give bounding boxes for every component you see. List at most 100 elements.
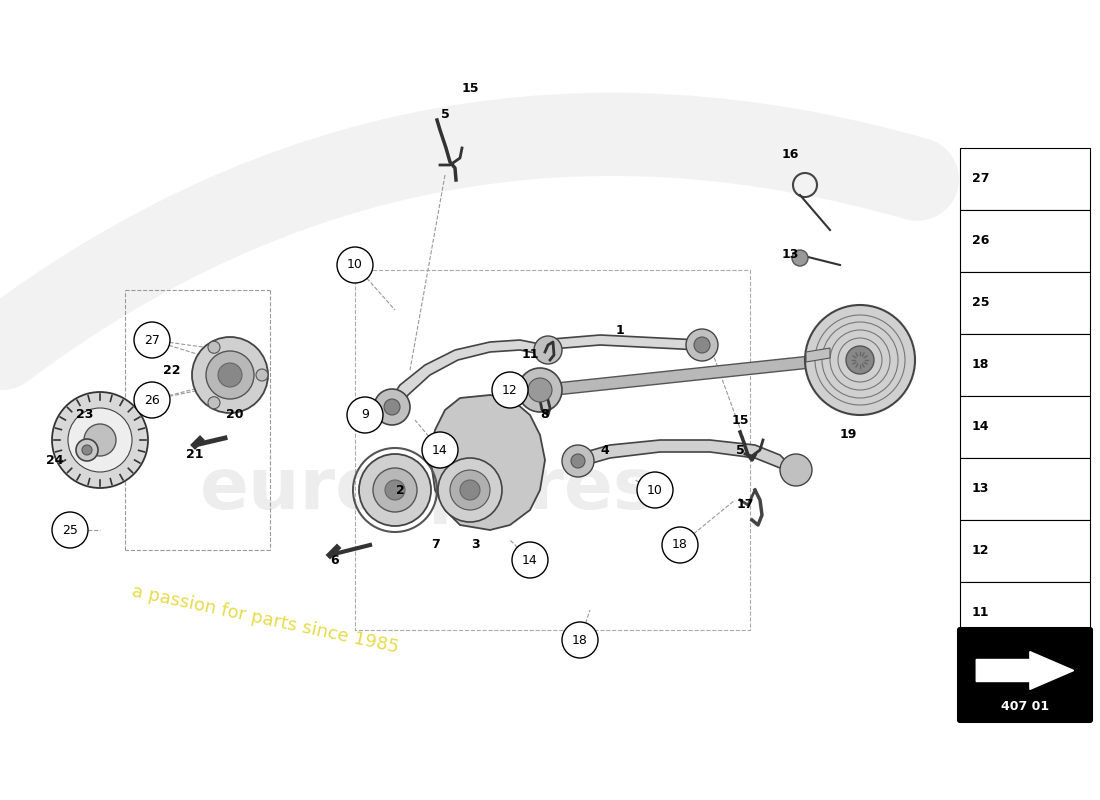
Circle shape xyxy=(82,445,92,455)
Bar xyxy=(960,272,1090,334)
Text: 18: 18 xyxy=(972,358,989,371)
Circle shape xyxy=(384,399,400,415)
Text: 18: 18 xyxy=(572,634,587,646)
FancyBboxPatch shape xyxy=(958,628,1092,722)
Text: 15: 15 xyxy=(732,414,749,426)
Polygon shape xyxy=(977,651,1074,690)
Circle shape xyxy=(534,336,562,364)
Circle shape xyxy=(492,372,528,408)
Text: 3: 3 xyxy=(471,538,480,551)
Text: 25: 25 xyxy=(62,523,78,537)
Circle shape xyxy=(562,445,594,477)
Text: 11: 11 xyxy=(521,349,539,362)
Text: 2: 2 xyxy=(396,483,405,497)
Bar xyxy=(960,582,1090,644)
Bar xyxy=(960,644,1090,706)
Polygon shape xyxy=(806,348,830,362)
Polygon shape xyxy=(430,395,544,530)
Circle shape xyxy=(385,480,405,500)
Circle shape xyxy=(208,342,220,354)
Bar xyxy=(960,520,1090,582)
Circle shape xyxy=(134,382,170,418)
Circle shape xyxy=(76,439,98,461)
Polygon shape xyxy=(390,340,544,415)
Text: 9: 9 xyxy=(361,409,368,422)
Text: 14: 14 xyxy=(972,421,990,434)
Circle shape xyxy=(134,322,170,358)
Text: 20: 20 xyxy=(227,409,244,422)
Text: 8: 8 xyxy=(541,409,549,422)
Bar xyxy=(960,148,1090,210)
Circle shape xyxy=(518,368,562,412)
Text: 22: 22 xyxy=(163,363,180,377)
Circle shape xyxy=(662,527,698,563)
Circle shape xyxy=(206,351,254,399)
Text: 23: 23 xyxy=(76,409,94,422)
Text: 16: 16 xyxy=(781,149,799,162)
Text: 12: 12 xyxy=(972,545,990,558)
Text: 19: 19 xyxy=(839,429,857,442)
Circle shape xyxy=(192,337,268,413)
Polygon shape xyxy=(556,355,820,395)
Circle shape xyxy=(780,454,812,486)
Circle shape xyxy=(571,454,585,468)
Circle shape xyxy=(373,468,417,512)
Text: 27: 27 xyxy=(972,173,990,186)
Circle shape xyxy=(208,397,220,409)
Circle shape xyxy=(438,458,502,522)
Circle shape xyxy=(337,247,373,283)
Text: 1: 1 xyxy=(616,323,625,337)
Bar xyxy=(960,210,1090,272)
Text: 24: 24 xyxy=(46,454,64,466)
Circle shape xyxy=(792,250,808,266)
Polygon shape xyxy=(575,440,795,480)
Circle shape xyxy=(450,470,490,510)
Text: 12: 12 xyxy=(502,383,518,397)
Text: 27: 27 xyxy=(144,334,159,346)
Text: 10: 10 xyxy=(647,483,663,497)
Text: 13: 13 xyxy=(972,482,989,495)
Polygon shape xyxy=(540,335,700,350)
Text: 14: 14 xyxy=(432,443,448,457)
Circle shape xyxy=(528,378,552,402)
Circle shape xyxy=(637,472,673,508)
Text: 14: 14 xyxy=(522,554,538,566)
Circle shape xyxy=(359,454,431,526)
Circle shape xyxy=(52,392,148,488)
Text: a passion for parts since 1985: a passion for parts since 1985 xyxy=(130,583,400,657)
Text: 6: 6 xyxy=(331,554,339,566)
Circle shape xyxy=(346,397,383,433)
Text: 25: 25 xyxy=(972,297,990,310)
Text: 15: 15 xyxy=(461,82,478,94)
Circle shape xyxy=(846,346,874,374)
Circle shape xyxy=(460,480,480,500)
Text: 11: 11 xyxy=(972,606,990,619)
Text: 7: 7 xyxy=(430,538,439,551)
Circle shape xyxy=(512,542,548,578)
Text: 18: 18 xyxy=(672,538,688,551)
Text: 13: 13 xyxy=(781,249,799,262)
Bar xyxy=(960,458,1090,520)
Circle shape xyxy=(374,389,410,425)
Text: 407 01: 407 01 xyxy=(1001,700,1049,713)
Text: 26: 26 xyxy=(144,394,159,406)
Circle shape xyxy=(68,408,132,472)
Circle shape xyxy=(422,432,458,468)
Bar xyxy=(960,334,1090,396)
Text: 4: 4 xyxy=(601,443,609,457)
Text: eurospares: eurospares xyxy=(200,455,657,525)
Circle shape xyxy=(218,363,242,387)
Text: 26: 26 xyxy=(972,234,989,247)
Circle shape xyxy=(694,337,710,353)
Circle shape xyxy=(84,424,116,456)
Circle shape xyxy=(562,622,598,658)
Circle shape xyxy=(686,329,718,361)
Circle shape xyxy=(256,369,268,381)
Circle shape xyxy=(52,512,88,548)
Circle shape xyxy=(805,305,915,415)
Text: 10: 10 xyxy=(348,258,363,271)
FancyArrowPatch shape xyxy=(2,134,917,348)
Text: 5: 5 xyxy=(441,109,450,122)
Bar xyxy=(960,396,1090,458)
Text: 5: 5 xyxy=(736,443,745,457)
